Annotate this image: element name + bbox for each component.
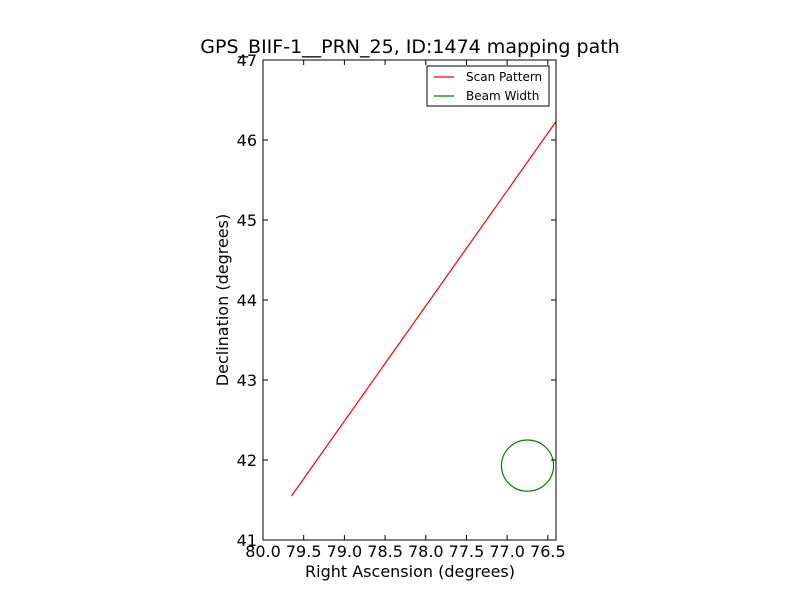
y-tick-label: 46 [237, 131, 257, 150]
y-tick-label: 41 [237, 531, 257, 550]
x-axis-title: Right Ascension (degrees) [305, 562, 515, 581]
legend-box [426, 65, 550, 107]
y-tick-label: 43 [237, 371, 257, 390]
x-tick-label: 78.5 [367, 542, 403, 561]
x-tick-label: 79.0 [327, 542, 363, 561]
y-axis: 41 42 43 44 45 46 47 [237, 51, 556, 550]
y-tick-label: 47 [237, 51, 257, 70]
chart-title: GPS_BIIF-1__PRN_25, ID:1474 mapping path [200, 36, 619, 58]
series-layer [290, 121, 556, 497]
x-tick-label: 77.0 [489, 542, 525, 561]
x-axis: 80.0 79.5 79.0 78.5 78.0 77.5 77.0 76.5 [245, 60, 566, 561]
y-axis-title: Declination (degrees) [213, 214, 232, 386]
legend-label: Beam Width [466, 89, 539, 103]
series-line-scan-pattern [290, 121, 556, 497]
y-tick-label: 44 [237, 291, 257, 310]
x-tick-label: 78.0 [408, 542, 444, 561]
y-tick-label: 45 [237, 211, 257, 230]
plot-frame [262, 59, 557, 541]
plot-area: 80.0 79.5 79.0 78.5 78.0 77.5 77.0 76.5 4142434… [237, 51, 566, 561]
x-tick-label: 79.5 [286, 542, 322, 561]
series-circle-beam-width [500, 439, 555, 492]
x-tick-label: 77.5 [449, 542, 485, 561]
plot-border [262, 59, 557, 541]
legend-label: Scan Pattern [466, 70, 542, 84]
x-tick-label: 80.0 [245, 542, 281, 561]
legend: Scan Pattern Beam Width [426, 65, 550, 107]
x-tick-label: 76.5 [530, 542, 566, 561]
y-tick-label: 42 [237, 451, 257, 470]
